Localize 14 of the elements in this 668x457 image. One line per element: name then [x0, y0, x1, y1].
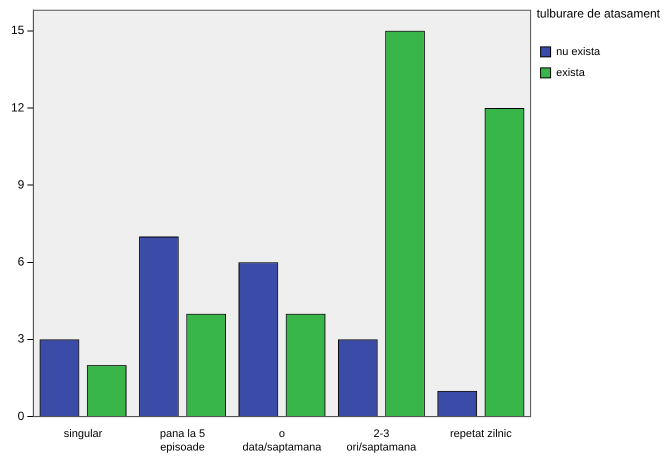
legend-label: exista — [556, 66, 586, 79]
x-tick-label: pana la 5 episoade — [160, 428, 206, 454]
y-tick-label: 15 — [10, 23, 25, 38]
x-tick-label: 2-3 ori/saptamana — [346, 428, 418, 454]
y-tick-label: 0 — [18, 408, 25, 423]
y-tick-label: 12 — [10, 100, 25, 114]
y-tick-label: 6 — [18, 254, 25, 269]
x-tick-label: o data/saptamana — [242, 428, 322, 454]
y-tick-label: 3 — [18, 332, 25, 346]
legend-title: tulburare de atasament — [536, 6, 661, 20]
y-tick-label: 9 — [18, 177, 25, 192]
x-tick-label: repetat zilnic — [450, 428, 512, 440]
legend-label: nu exista — [556, 46, 601, 58]
x-tick-label: singular — [64, 428, 103, 440]
